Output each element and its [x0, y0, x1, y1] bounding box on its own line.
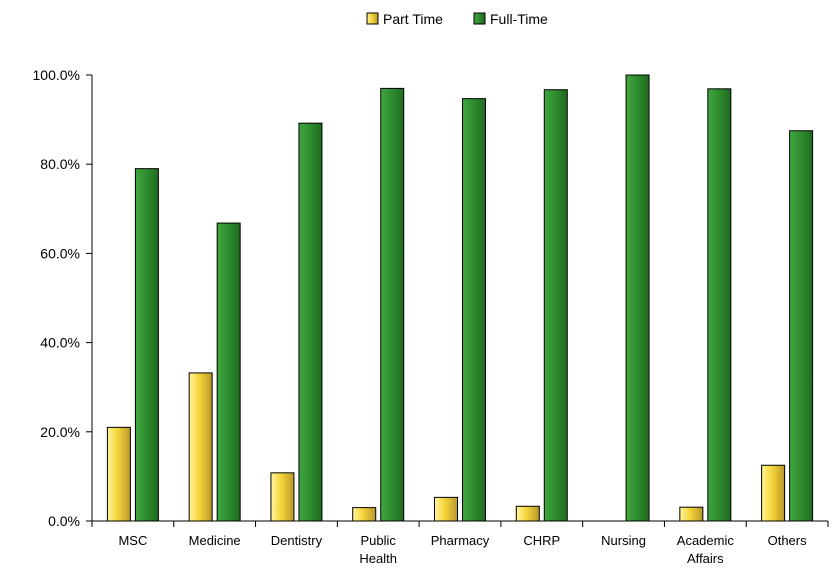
bar-part-time — [761, 464, 786, 522]
legend-label: Full-Time — [490, 11, 548, 27]
x-category-label-line: Medicine — [189, 533, 241, 548]
bar-part-time — [434, 496, 458, 522]
bar-full-time — [380, 87, 405, 522]
x-category-label-line: Dentistry — [271, 533, 323, 548]
y-tick-label: 60.0% — [40, 245, 80, 261]
x-category-label-line: MSC — [118, 533, 147, 548]
bar-part-time — [679, 506, 704, 522]
bar-full-time — [298, 122, 323, 522]
x-category-label: Public Health — [359, 533, 397, 566]
x-category-label-line: Pharmacy — [431, 533, 490, 548]
x-category-label-line: Nursing — [601, 533, 646, 548]
x-category-label-line: Academic — [677, 533, 735, 548]
legend-swatch — [366, 12, 379, 25]
x-category-label: CHRP — [523, 533, 560, 548]
bar-full-time — [707, 88, 732, 522]
x-category-label-line: Public — [361, 533, 397, 548]
y-tick-label: 20.0% — [40, 424, 80, 440]
x-category-label: Pharmacy — [431, 533, 490, 548]
bar-part-time — [188, 372, 213, 522]
x-axis: MSC Medicine Dentistry Public Health Pharmacy… — [91, 520, 829, 566]
x-category-label-line: Affairs — [687, 551, 724, 566]
y-tick-label: 0.0% — [48, 513, 80, 529]
y-tick-label: 40.0% — [40, 335, 80, 351]
bar-full-time — [625, 74, 650, 522]
bars — [106, 74, 814, 522]
x-category-label: Nursing — [601, 533, 646, 548]
bar-part-time — [515, 505, 540, 522]
x-category-label: Others — [768, 533, 808, 548]
bar-full-time — [216, 222, 241, 522]
x-category-label-line: Others — [768, 533, 808, 548]
x-category-label: Dentistry — [271, 533, 323, 548]
bar-full-time — [543, 89, 568, 522]
bar-part-time — [352, 507, 377, 522]
legend-swatch — [473, 12, 486, 25]
bar-part-time — [270, 472, 295, 522]
y-tick-label: 80.0% — [40, 156, 80, 172]
legend: Part Time Full-Time — [366, 11, 548, 27]
x-category-label: Medicine — [189, 533, 241, 548]
bar-full-time — [789, 130, 814, 522]
x-category-label: Academic Affairs — [677, 533, 735, 566]
y-tick-label: 100.0% — [33, 67, 80, 83]
y-axis: 0.0% 20.0% 40.0% 60.0% 80.0% 100.0% — [33, 67, 93, 529]
x-category-label-line: Health — [359, 551, 397, 566]
bar-full-time — [462, 98, 486, 522]
x-category-label: MSC — [118, 533, 147, 548]
x-category-label-line: CHRP — [523, 533, 560, 548]
bar-full-time — [134, 168, 159, 522]
bar-part-time — [106, 426, 131, 522]
legend-label: Part Time — [383, 11, 443, 27]
